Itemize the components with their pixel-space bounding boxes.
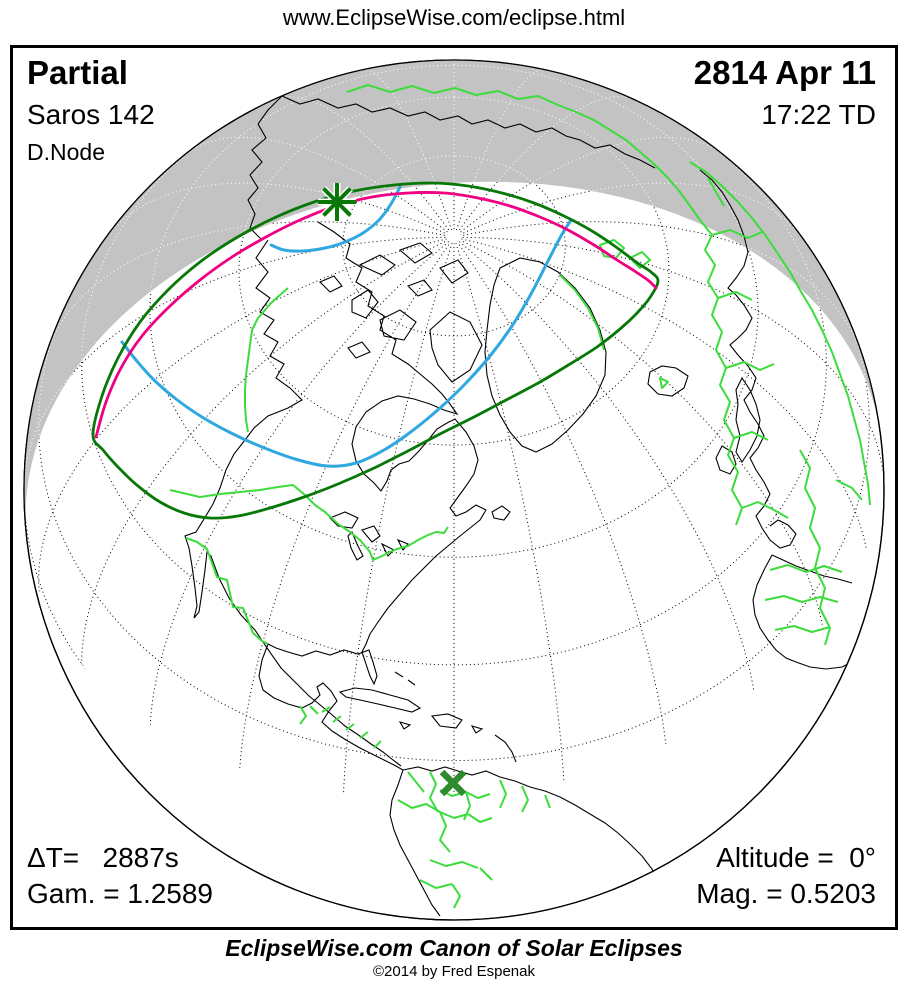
eclipse-time-label: 17:22 TD [761, 99, 876, 130]
night-shading [24, 60, 884, 920]
eclipse-date-label: 2814 Apr 11 [693, 54, 876, 91]
altitude-value: Altitude = 0° [716, 842, 876, 873]
country-borders [169, 84, 871, 909]
saros-label: Saros 142 [27, 99, 155, 130]
eclipse-type-label: Partial [27, 54, 128, 91]
gamma-value: Gam. = 1.2589 [27, 878, 214, 909]
globe-limb-overlay [23, 59, 885, 921]
subsolar-x-marker [439, 769, 467, 797]
delta-t-value: ΔT= 2887s [27, 842, 179, 873]
canon-title: EclipseWise.com Canon of Solar Eclipses [225, 935, 683, 961]
site-url-header: www.EclipseWise.com/eclipse.html [282, 5, 626, 30]
greatest-eclipse-asterisk-marker [318, 183, 356, 221]
eclipse-curves [91, 181, 660, 520]
node-label: D.Node [27, 139, 105, 165]
copyright: ©2014 by Fred Espenak [373, 963, 535, 980]
coastlines [184, 95, 857, 917]
magnitude-value: Mag. = 0.5203 [696, 878, 876, 909]
graticule-day [23, 133, 885, 847]
